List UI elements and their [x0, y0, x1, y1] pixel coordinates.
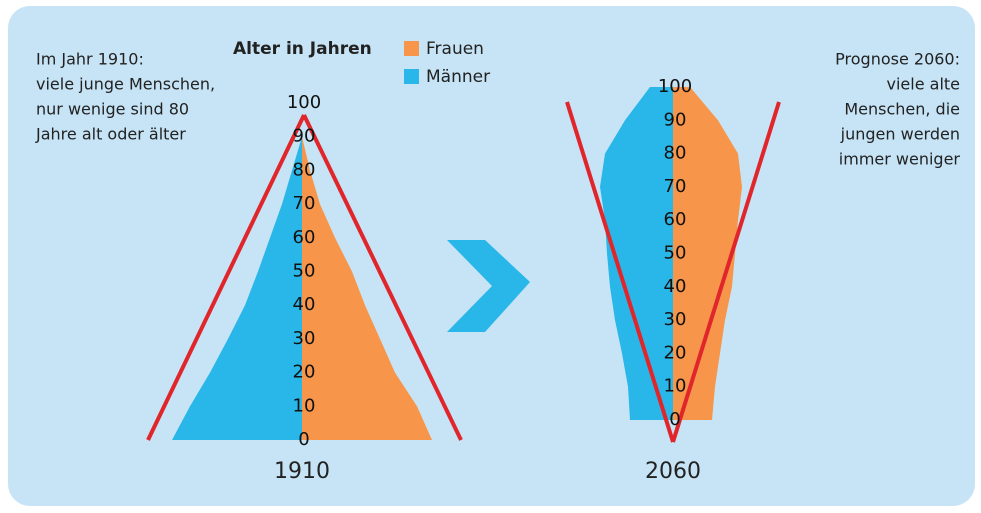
year-label: 1910 [274, 459, 330, 484]
annotation: nur wenige sind 80 [36, 100, 189, 119]
arrow [447, 240, 530, 332]
legend-swatch [404, 69, 419, 84]
legend-label: Frauen [426, 39, 484, 59]
annotation: viele alte [887, 75, 961, 94]
y-tick-label: 50 [664, 243, 687, 264]
population-area [302, 103, 432, 440]
y-tick-label: 20 [664, 342, 687, 363]
population-area [673, 87, 742, 420]
y-tick-label: 10 [664, 376, 687, 397]
y-tick-label: 10 [293, 395, 316, 416]
trend-line [565, 101, 675, 443]
population-area [172, 103, 302, 440]
y-tick-label: 20 [293, 362, 316, 383]
annotation: viele junge Menschen, [36, 75, 215, 94]
trend-line [302, 114, 463, 441]
y-tick-label: 40 [664, 276, 687, 297]
legend-label: Männer [426, 67, 490, 87]
y-tick-label: 30 [664, 309, 687, 330]
y-tick-label: 50 [293, 261, 316, 282]
y-tick-label: 60 [293, 227, 316, 248]
annotation: Prognose 2060: [835, 50, 960, 69]
y-tick-label: 60 [664, 209, 687, 230]
year-label: 2060 [645, 459, 701, 484]
annotation: jungen werden [840, 125, 960, 144]
legend-swatch [404, 41, 419, 56]
annotation: Im Jahr 1910: [36, 50, 144, 69]
y-tick-label: 30 [293, 328, 316, 349]
y-tick-label: 100 [287, 92, 321, 113]
y-tick-label: 0 [669, 409, 680, 430]
y-tick-label: 70 [293, 193, 316, 214]
y-tick-label: 90 [293, 126, 316, 147]
y-tick-label: 80 [664, 143, 687, 164]
annotation: Menschen, die [844, 100, 960, 119]
y-tick-label: 70 [664, 176, 687, 197]
annotation: immer weniger [839, 150, 961, 169]
annotation: Jahre alt oder älter [35, 125, 186, 144]
y-tick-label: 0 [298, 429, 309, 450]
y-tick-label: 90 [664, 109, 687, 130]
y-tick-label: 80 [293, 159, 316, 180]
trend-line [146, 114, 306, 441]
population-area [600, 87, 673, 420]
trend-line [671, 101, 781, 443]
axis-title: Alter in Jahren [233, 39, 372, 59]
y-tick-label: 40 [293, 294, 316, 315]
y-tick-label: 100 [658, 76, 692, 97]
